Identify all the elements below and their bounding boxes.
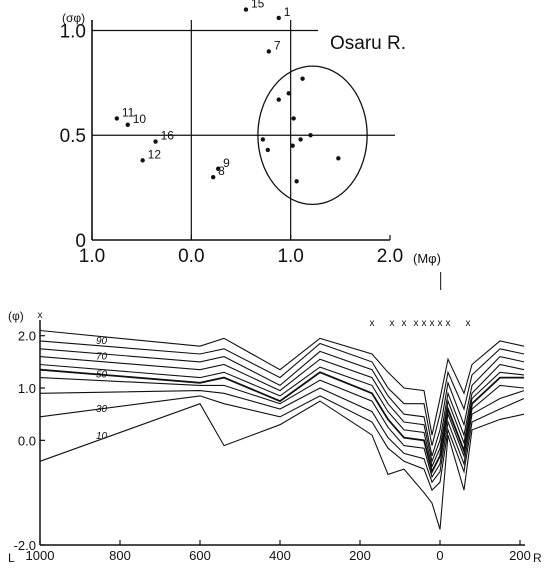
x-axis-label: (Mφ) <box>413 251 441 266</box>
point-label: 10 <box>133 112 147 126</box>
sample-marker: x <box>390 318 395 329</box>
point-label: 8 <box>218 164 225 178</box>
y-tick-label: 0.0 <box>18 433 36 448</box>
curve-label: 50 <box>96 369 108 380</box>
x-tick-label: 2.0 <box>377 246 403 267</box>
series-line-30 <box>39 387 525 484</box>
series-line-70 <box>39 356 525 464</box>
sample-marker: x <box>446 318 451 329</box>
x-tick-label: 200 <box>349 548 371 563</box>
y-tick-label: 1.0 <box>60 21 86 42</box>
data-point <box>276 15 281 21</box>
x-tick-label: 800 <box>109 548 131 563</box>
y-tick-label: 1.0 <box>18 381 36 396</box>
left-end-label: L <box>8 551 15 565</box>
x-tick-label: 1.0 <box>79 246 105 267</box>
y-axis-label: (σφ) <box>62 11 85 25</box>
point-label: 15 <box>251 0 265 11</box>
x-tick-label: 200 <box>509 548 531 563</box>
point-label: 12 <box>148 147 162 161</box>
series-line-40 <box>39 377 525 479</box>
y-tick-label: -2.0 <box>14 538 36 553</box>
y-axis-label: (φ) <box>8 309 24 323</box>
y-tick-label: 0 <box>75 231 86 252</box>
data-point <box>336 156 341 161</box>
x-tick-label: 400 <box>269 548 291 563</box>
data-point <box>294 179 299 184</box>
sample-marker: x <box>370 318 375 329</box>
data-point <box>298 137 303 142</box>
data-point <box>114 116 120 121</box>
data-point <box>308 133 313 138</box>
scatter-panel: 1.0 0.0 1.0 2.000.51.0(σφ)(Mφ)Osaru R.15171… <box>60 0 442 290</box>
chart-title: Osaru R. <box>330 33 406 54</box>
curve-label: 90 <box>96 336 108 347</box>
series-line-90 <box>39 340 525 446</box>
data-point <box>140 158 145 163</box>
data-point <box>215 166 221 171</box>
data-point <box>260 137 266 142</box>
sample-marker: x <box>402 318 407 329</box>
curve-label: 30 <box>96 404 108 415</box>
data-point <box>286 91 291 96</box>
series-line-95 <box>39 329 525 436</box>
cluster-ellipse <box>257 65 368 206</box>
sample-marker: x <box>38 310 43 321</box>
series-line-10 <box>39 400 525 530</box>
point-label: 1 <box>284 5 291 19</box>
point-label: 9 <box>223 156 230 170</box>
data-point <box>300 76 305 81</box>
data-point <box>266 49 272 54</box>
series-line-80 <box>39 348 525 457</box>
sample-marker: x <box>466 318 471 329</box>
data-point <box>276 97 281 102</box>
x-tick-label: 1.0 <box>277 246 303 267</box>
point-label: 16 <box>161 129 175 143</box>
data-point <box>125 122 130 127</box>
data-point <box>291 116 296 121</box>
series-line-20 <box>39 395 525 492</box>
data-point <box>265 147 271 153</box>
data-point <box>290 143 295 148</box>
sample-marker: x <box>414 318 419 329</box>
x-tick-label: 1000 <box>26 548 55 563</box>
sample-marker: x <box>422 318 427 329</box>
x-tick-label: 0 <box>436 548 443 563</box>
point-label: 7 <box>274 38 281 52</box>
y-tick-label: 0.5 <box>60 126 86 147</box>
y-tick-label: 2.0 <box>18 329 36 344</box>
x-tick-label: 0.0 <box>178 246 204 267</box>
x-tick-label: 600 <box>189 548 211 563</box>
point-label: 11 <box>122 105 135 119</box>
curve-label: 10 <box>96 431 108 442</box>
curve-label: 70 <box>96 352 108 363</box>
right-end-label: R <box>533 551 542 565</box>
sample-marker: x <box>430 318 435 329</box>
data-point <box>210 174 216 180</box>
series-line-60 <box>39 363 525 469</box>
sample-marker: x <box>438 318 443 329</box>
data-point <box>153 139 158 144</box>
data-point <box>243 7 249 12</box>
series-line-50 <box>39 368 524 475</box>
